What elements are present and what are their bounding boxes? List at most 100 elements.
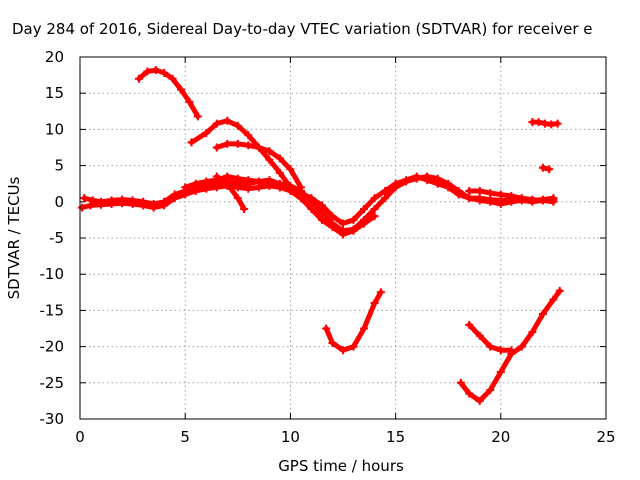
data-point [212,172,221,181]
data-point [307,205,316,214]
data-point [328,212,337,221]
data-point [191,179,200,188]
data-point [275,183,284,192]
data-point [265,155,274,164]
data-point [549,195,558,204]
series-track-6 [212,139,305,192]
data-point [545,165,554,174]
data-point [223,172,232,181]
data-point [223,116,232,125]
series-track-7 [212,172,249,214]
y-tick-label: 15 [45,84,64,102]
data-point [507,349,516,358]
data-point [496,190,505,199]
data-point [475,186,484,195]
data-point [134,74,143,83]
x-tick-label: 5 [180,428,190,446]
data-point [381,194,390,203]
y-tick-label: 10 [45,120,64,138]
data-point [454,186,463,195]
data-point [339,230,347,239]
y-tick-label: 5 [54,157,64,175]
series-track-5 [187,116,305,203]
data-point [496,346,505,355]
x-tick-label: 20 [491,428,510,446]
data-point [444,179,453,188]
series-track [323,289,384,353]
plot-frame [79,56,607,420]
data-point [176,85,185,94]
data-point [538,163,547,172]
data-point [528,195,537,204]
data-point [88,196,97,205]
data-point [465,186,474,195]
data-point [286,183,295,192]
data-point [244,176,253,185]
series-track-13 [456,286,564,405]
data-point [265,147,274,156]
data-point [149,199,158,208]
data-point [486,189,495,198]
data-point [233,194,242,203]
data-point [496,199,505,208]
data-point [193,112,202,121]
x-tick-label: 25 [596,428,615,446]
data-point [475,196,484,205]
data-point [240,205,249,214]
y-tick-label: -5 [49,229,64,247]
data-point [86,201,95,210]
data-point [360,205,369,214]
data-point [360,219,369,228]
data-point [143,67,152,76]
data-point [233,174,242,183]
series-track-4 [134,66,202,121]
data-point [349,342,358,351]
tick-labels: 0 5 10 15 20 25 20 15 10 5 0 -5 -10 -15 -20 -25 -30 [40,48,616,446]
data-point [349,215,358,224]
chart-title: Day 284 of 2016, Sidereal Day-to-day VTE… [12,20,593,38]
data-point [391,183,400,192]
data-point [507,192,516,201]
series-track-12 [465,320,516,355]
data-point [97,197,106,206]
data-point [317,215,326,224]
data-point [317,208,326,217]
data-point [475,331,484,340]
data-point [202,177,211,186]
data-point [307,197,316,206]
data-point [370,194,379,203]
data-point [185,97,194,106]
data-point [118,195,127,204]
x-axis-label: GPS time / hours [278,457,404,475]
data-point [534,118,543,127]
series-track-8 [465,186,558,205]
data-point [275,168,284,177]
data-points [78,66,564,405]
data-point [370,299,379,308]
data-point [244,141,253,150]
data-point [486,386,495,395]
data-point [517,342,526,351]
data-point [339,346,347,355]
y-tick-label: -20 [40,338,65,356]
data-point [456,378,465,387]
data-point [265,179,274,188]
y-axis-label: SDTVAR / TECUs [5,176,23,299]
data-point [322,324,331,333]
series-track [81,173,556,234]
data-point [275,154,284,163]
data-point [160,197,169,206]
data-point [370,212,379,221]
y-tick-label: 20 [45,48,64,66]
series-track-11 [322,288,385,355]
data-point [349,226,358,235]
data-point [296,183,305,192]
x-tick-label: 10 [281,428,300,446]
data-point [223,139,232,148]
data-point [128,196,137,205]
data-point [475,396,484,405]
data-point [381,186,390,195]
y-tick-label: -30 [40,410,65,428]
data-point [212,143,221,152]
data-point [553,119,562,128]
